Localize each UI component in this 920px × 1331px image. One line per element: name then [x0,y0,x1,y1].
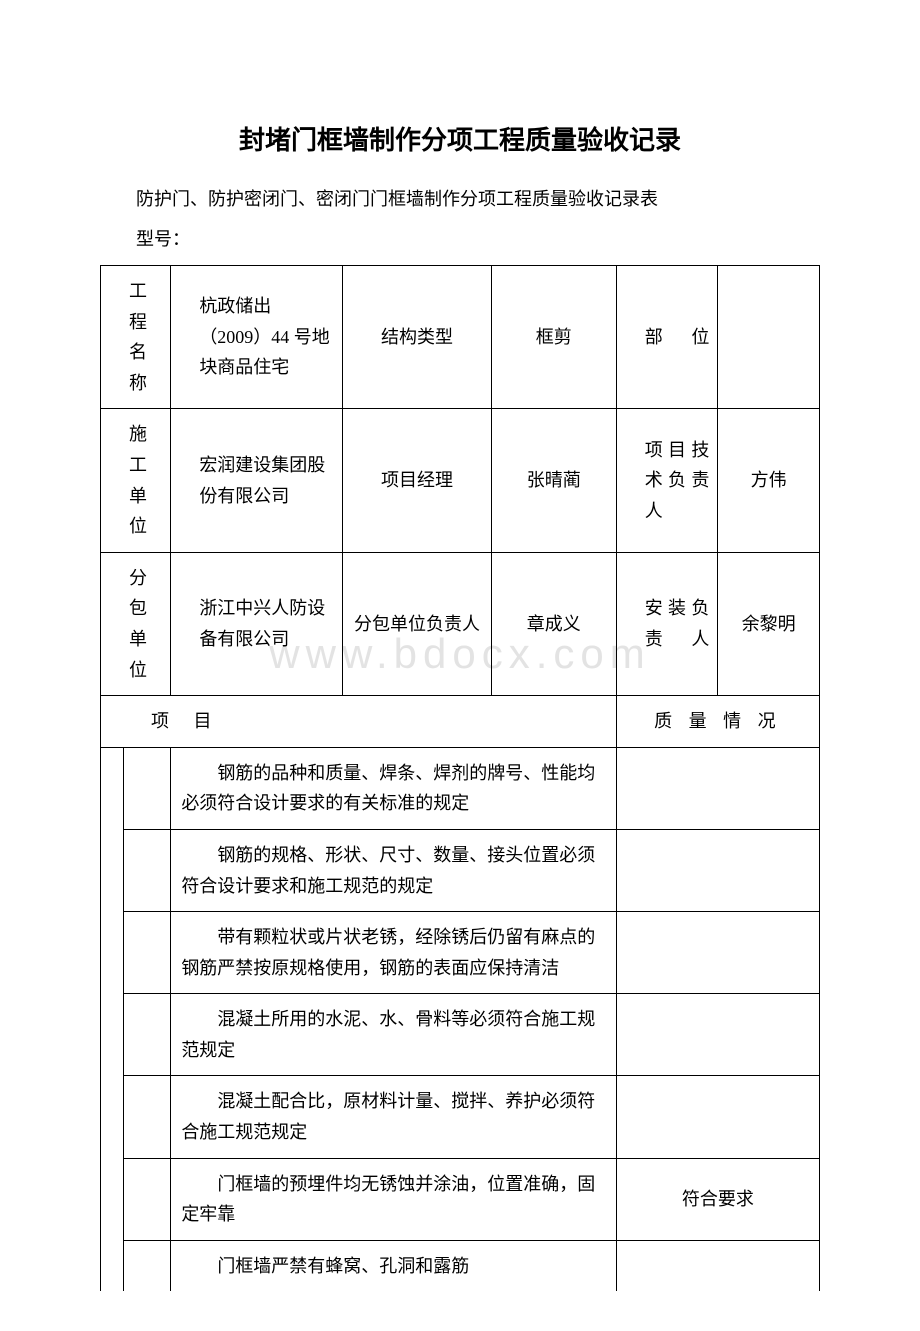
value-project-manager: 张晴蔺 [491,409,616,552]
value-project-name: 杭政储出（2009）44 号地块商品住宅 [171,266,343,409]
item-row-1: 钢筋的品种和质量、焊条、焊剂的牌号、性能均必须符合设计要求的有关标准的规定 [101,747,820,829]
value-subcontractor: 浙江中兴人防设备有限公司 [171,552,343,695]
item-status-1 [616,747,819,829]
value-structure-type: 框剪 [491,266,616,409]
label-install-lead: 安装负责人 [616,552,718,695]
item-num-7 [124,1240,171,1291]
section-header-row: 项 目 质 量 情 况 [101,696,820,748]
item-num-4 [124,994,171,1076]
item-text-3: 带有颗粒状或片状老锈，经除锈后仍留有麻点的钢筋严禁按原规格使用，钢筋的表面应保持… [171,912,616,994]
item-status-6: 符合要求 [616,1158,819,1240]
item-num-1 [124,747,171,829]
item-text-2: 钢筋的规格、形状、尺寸、数量、接头位置必须符合设计要求和施工规范的规定 [171,829,616,911]
item-row-3: 带有颗粒状或片状老锈，经除锈后仍留有麻点的钢筋严禁按原规格使用，钢筋的表面应保持… [101,912,820,994]
label-project-name: 工程名称 [101,266,171,409]
header-row-2: 施工单位 宏润建设集团股份有限公司 项目经理 张晴蔺 项目技术负责人 方伟 [101,409,820,552]
item-status-2 [616,829,819,911]
item-text-7: 门框墙严禁有蜂窝、孔洞和露筋 [171,1240,616,1291]
label-location: 部位 [616,266,718,409]
item-num-5 [124,1076,171,1158]
item-text-5: 混凝土配合比，原材料计量、搅拌、养护必须符合施工规范规定 [171,1076,616,1158]
label-structure-type: 结构类型 [343,266,491,409]
inspection-table: 工程名称 杭政储出（2009）44 号地块商品住宅 结构类型 框剪 部位 施工单… [100,265,820,1291]
header-row-3: 分包单位 浙江中兴人防设备有限公司 分包单位负责人 章成义 安装负责人 余黎明 [101,552,820,695]
item-status-7 [616,1240,819,1291]
item-num-2 [124,829,171,911]
header-row-1: 工程名称 杭政储出（2009）44 号地块商品住宅 结构类型 框剪 部位 [101,266,820,409]
item-text-6: 门框墙的预埋件均无锈蚀并涂油，位置准确，固定牢靠 [171,1158,616,1240]
item-text-1: 钢筋的品种和质量、焊条、焊剂的牌号、性能均必须符合设计要求的有关标准的规定 [171,747,616,829]
item-status-4 [616,994,819,1076]
section-quality-label: 质 量 情 况 [616,696,819,748]
value-location [718,266,820,409]
item-status-3 [616,912,819,994]
label-construction-unit: 施工单位 [101,409,171,552]
item-row-6: 门框墙的预埋件均无锈蚀并涂油，位置准确，固定牢靠 符合要求 [101,1158,820,1240]
item-text-4: 混凝土所用的水泥、水、骨料等必须符合施工规范规定 [171,994,616,1076]
label-sub-lead: 分包单位负责人 [343,552,491,695]
item-status-5 [616,1076,819,1158]
value-tech-lead: 方伟 [718,409,820,552]
item-num-6 [124,1158,171,1240]
item-row-4: 混凝土所用的水泥、水、骨料等必须符合施工规范规定 [101,994,820,1076]
label-project-manager: 项目经理 [343,409,491,552]
section-items-label: 项 目 [101,696,617,748]
model-label: 型号： [100,225,820,251]
label-subcontractor: 分包单位 [101,552,171,695]
value-sub-lead: 章成义 [491,552,616,695]
page-title: 封堵门框墙制作分项工程质量验收记录 [100,120,820,157]
value-install-lead: 余黎明 [718,552,820,695]
item-num-3 [124,912,171,994]
item-row-5: 混凝土配合比，原材料计量、搅拌、养护必须符合施工规范规定 [101,1076,820,1158]
item-row-2: 钢筋的规格、形状、尺寸、数量、接头位置必须符合设计要求和施工规范的规定 [101,829,820,911]
value-construction-unit: 宏润建设集团股份有限公司 [171,409,343,552]
group-label [101,747,124,1291]
label-tech-lead: 项目技术负责人 [616,409,718,552]
item-row-7: 门框墙严禁有蜂窝、孔洞和露筋 [101,1240,820,1291]
page-subtitle: 防护门、防护密闭门、密闭门门框墙制作分项工程质量验收记录表 [100,185,820,211]
